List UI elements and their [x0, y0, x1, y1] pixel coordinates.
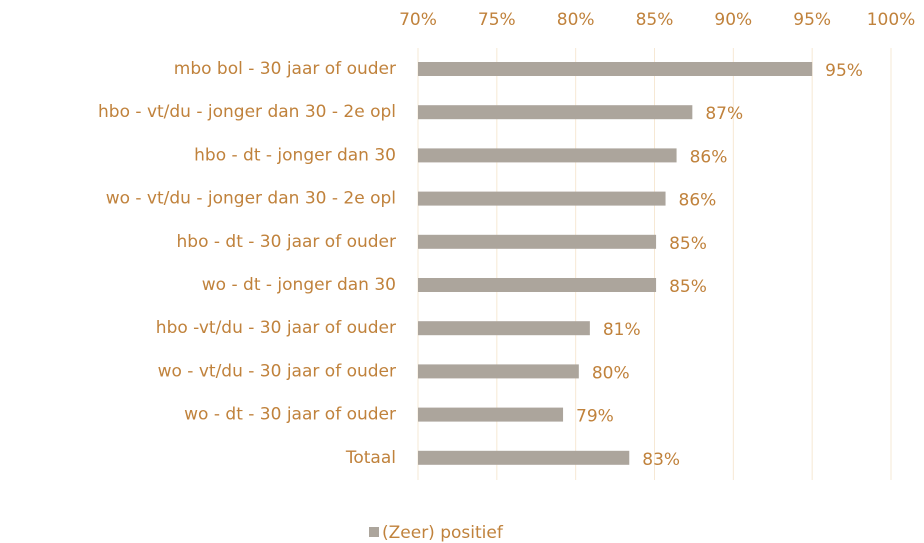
value-label: 79%: [576, 407, 614, 427]
y-tick-label: hbo - vt/du - jonger dan 30 - 2e opl: [98, 102, 396, 122]
value-label: 81%: [603, 320, 641, 340]
bar: [418, 364, 579, 379]
value-label: 85%: [669, 234, 707, 254]
y-tick-label: wo - vt/du - jonger dan 30 - 2e opl: [106, 189, 396, 209]
bar: [418, 148, 677, 163]
value-label: 85%: [669, 277, 707, 297]
bar: [418, 407, 564, 422]
x-tick-label: 100%: [867, 10, 916, 30]
value-label: 86%: [690, 147, 728, 167]
x-tick-label: 85%: [636, 10, 674, 30]
bar: [418, 191, 666, 206]
bar: [418, 234, 657, 249]
bar: [418, 278, 657, 292]
y-tick-label: hbo - dt - 30 jaar of ouder: [177, 232, 397, 252]
bar: [418, 62, 813, 76]
value-label: 87%: [705, 104, 743, 124]
x-tick-label: 80%: [557, 10, 595, 30]
legend-swatch: [369, 527, 379, 537]
bar: [418, 105, 693, 120]
legend-label: (Zeer) positief: [382, 523, 504, 543]
y-tick-label: hbo -vt/du - 30 jaar of ouder: [156, 318, 396, 338]
value-label: 86%: [679, 191, 717, 211]
y-tick-label: Totaal: [345, 448, 396, 468]
y-tick-label: hbo - dt - jonger dan 30: [194, 145, 396, 165]
y-tick-label: wo - dt - jonger dan 30: [202, 275, 396, 295]
x-tick-label: 75%: [478, 10, 516, 30]
value-label: 95%: [825, 61, 863, 81]
y-tick-label: wo - vt/du - 30 jaar of ouder: [158, 361, 396, 381]
bar: [418, 450, 630, 465]
x-tick-label: 95%: [793, 10, 831, 30]
value-label: 80%: [592, 363, 630, 383]
x-tick-label: 70%: [399, 10, 437, 30]
bar: [418, 321, 590, 336]
x-tick-label: 90%: [714, 10, 752, 30]
value-label: 83%: [642, 450, 680, 470]
y-tick-label: mbo bol - 30 jaar of ouder: [174, 59, 396, 79]
y-tick-label: wo - dt - 30 jaar of ouder: [184, 405, 396, 425]
